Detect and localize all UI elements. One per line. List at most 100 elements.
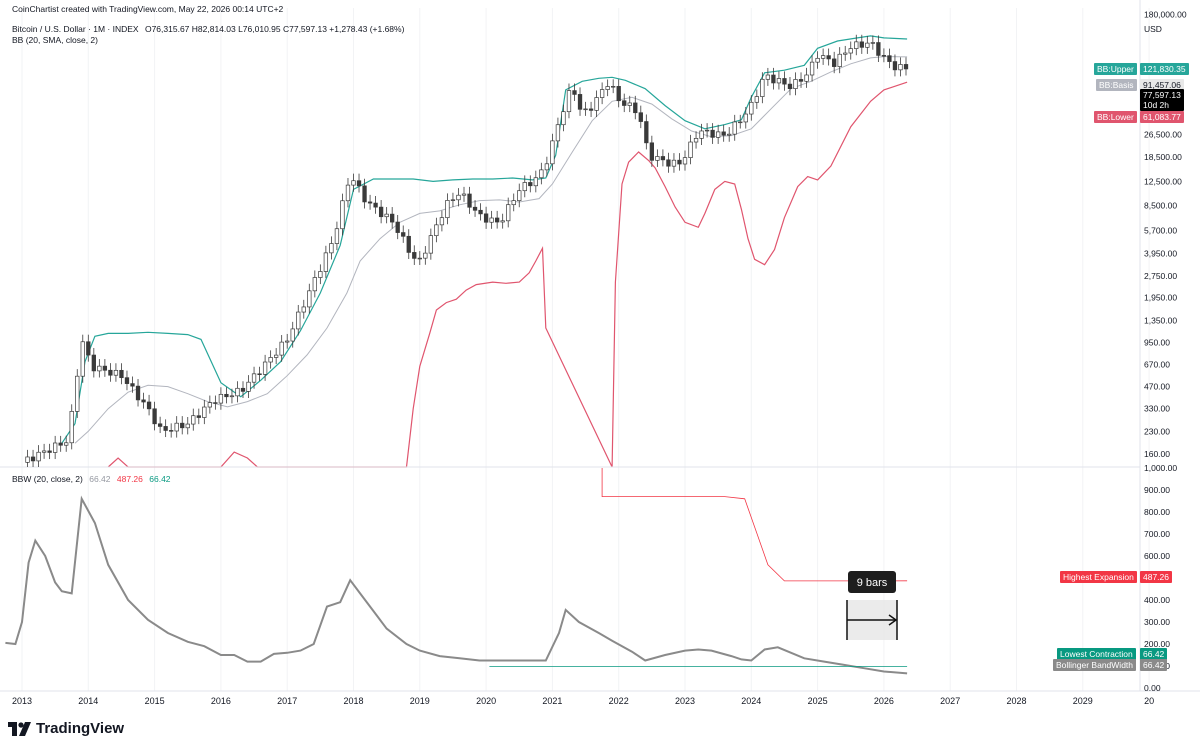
candle-body [577, 94, 583, 110]
candle-body [749, 101, 754, 115]
candle-body [329, 243, 334, 254]
time-tick-label: 2014 [78, 696, 98, 706]
candle-body [378, 206, 384, 218]
candle-body [25, 456, 30, 463]
candle-body [461, 193, 467, 196]
chart-credit: CoinChartist created with TradingView.co… [12, 4, 284, 14]
candle-body [318, 271, 323, 278]
price-tick-label: 230.00 [1144, 426, 1170, 436]
candle-body [478, 209, 483, 215]
price-tick-label: 3,950.00 [1144, 248, 1177, 258]
candle-body [47, 450, 52, 453]
candle-body [290, 328, 295, 342]
candle-body [588, 108, 594, 111]
bars-callout[interactable]: 9 bars [846, 571, 898, 640]
candle-body [517, 190, 522, 201]
candle-body [58, 442, 63, 446]
tradingview-icon [8, 721, 31, 736]
candle-body [627, 102, 632, 106]
time-tick-label: 2025 [808, 696, 828, 706]
time-tick-label: 2026 [874, 696, 894, 706]
candle-body [75, 375, 80, 412]
candle-body [605, 86, 610, 90]
candle-body [865, 42, 870, 48]
candle-body [367, 201, 373, 204]
time-tick-label: 2022 [609, 696, 629, 706]
candle-body [52, 442, 58, 453]
price-tick-label: 470.00 [1144, 382, 1170, 392]
candle-body [185, 423, 190, 429]
candle-body [688, 141, 693, 158]
candle-body [390, 213, 395, 223]
candle-body [898, 64, 903, 71]
highest-expansion-value: 487.26 [1140, 571, 1172, 583]
candle-body [340, 200, 345, 230]
candle-body [506, 204, 511, 222]
symbol-info[interactable]: Bitcoin / U.S. Dollar · 1M · INDEX O76,3… [12, 24, 404, 34]
candle-body [406, 235, 411, 253]
price-tick-label: 26,500.00 [1144, 129, 1182, 139]
price-tick-label: 330.00 [1144, 404, 1170, 414]
price-tick-label: 8,500.00 [1144, 201, 1177, 211]
candle-body [787, 83, 793, 89]
candle-body [638, 112, 643, 122]
price-tick-label: 1,350.00 [1144, 316, 1177, 326]
candle-body [412, 252, 417, 259]
bb-basis-value: 91,457.06 [1140, 79, 1184, 91]
candle-body [224, 393, 229, 398]
symbol-name: Bitcoin / U.S. Dollar · 1M · INDEX [12, 24, 139, 34]
candle-body [876, 42, 881, 56]
candle-body [815, 57, 820, 63]
ohlc-values: O76,315.67 H82,814.03 L76,010.95 C77,597… [144, 24, 405, 34]
bb-lower-line [107, 81, 908, 468]
candle-body [555, 124, 561, 142]
bars-callout-box [848, 571, 896, 593]
candle-body [467, 193, 472, 208]
candle-body [693, 138, 699, 143]
bbw-line [5, 495, 908, 675]
bbw-tick-label: 0.00 [1144, 683, 1161, 693]
candle-body [135, 385, 141, 401]
time-tick-label: 20 [1144, 696, 1154, 706]
candle-body [351, 180, 356, 186]
candle-body [660, 156, 666, 161]
candle-body [566, 90, 572, 113]
candle-body [301, 306, 306, 313]
tradingview-wordmark: TradingView [36, 720, 125, 737]
candle-body [616, 86, 621, 102]
candle-body [97, 365, 102, 372]
time-tick-label: 2016 [211, 696, 231, 706]
price-tick-label: 18,500.00 [1144, 152, 1182, 162]
candle-body [240, 387, 246, 392]
candle-body [776, 78, 782, 84]
candle-body [274, 354, 279, 358]
time-tick-label: 2017 [277, 696, 297, 706]
candle-body [196, 415, 201, 418]
candle-body [699, 130, 704, 139]
candle-body [384, 213, 389, 218]
candle-body [152, 408, 157, 425]
candle-body [191, 415, 196, 425]
candle-body [257, 373, 262, 375]
close-price-label: 77,597.13 10d 2h [1140, 89, 1184, 111]
bb-indicator-legend[interactable]: BB (20, SMA, close, 2) [12, 35, 98, 45]
bbw-tick-label: 900.00 [1144, 485, 1170, 495]
bbw-legend[interactable]: BBW (20, close, 2) 66.42 487.26 66.42 [12, 474, 171, 484]
time-tick-label: 2028 [1006, 696, 1026, 706]
candle-body [870, 42, 875, 44]
currency-label: USD [1144, 24, 1162, 34]
candle-body [500, 220, 505, 223]
candle-body [483, 213, 489, 223]
candle-body [671, 159, 677, 167]
candle-body [539, 169, 544, 179]
candle-body [268, 357, 273, 363]
candle-body [445, 200, 450, 219]
candle-body [754, 96, 759, 103]
candle-body [544, 163, 550, 171]
candle-body [583, 108, 588, 111]
time-tick-label: 2021 [542, 696, 562, 706]
candle-body [334, 228, 340, 244]
tradingview-logo[interactable]: TradingView [8, 720, 124, 737]
candle-body [36, 451, 41, 462]
price-pane [61, 35, 908, 468]
